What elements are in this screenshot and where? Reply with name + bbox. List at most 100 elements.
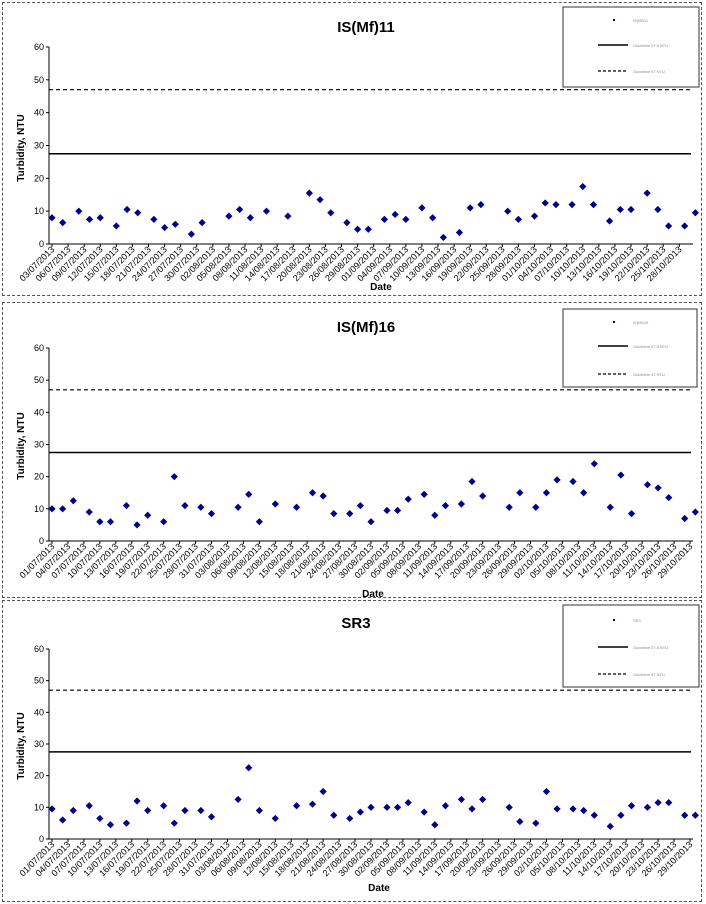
data-point xyxy=(160,518,168,526)
data-point xyxy=(654,205,662,214)
y-tick-label: 0 xyxy=(39,239,44,249)
data-point xyxy=(468,477,476,486)
data-point xyxy=(305,189,313,197)
data-point xyxy=(75,207,83,215)
legend-entry: SR3 xyxy=(633,618,642,623)
x-axis-label: Date xyxy=(362,589,384,599)
y-tick-label: 30 xyxy=(34,141,44,151)
y-tick-label: 20 xyxy=(34,173,44,183)
data-point xyxy=(627,802,636,810)
data-point xyxy=(353,225,362,233)
data-point xyxy=(617,811,625,819)
data-point xyxy=(514,215,523,223)
data-point xyxy=(246,214,254,222)
data-point xyxy=(284,212,292,220)
data-point xyxy=(580,806,588,815)
data-point xyxy=(606,503,614,511)
data-point xyxy=(665,798,673,807)
data-point xyxy=(319,787,327,796)
data-point xyxy=(255,806,263,815)
data-point xyxy=(404,798,412,807)
data-point xyxy=(330,510,338,518)
data-point xyxy=(198,219,206,227)
x-axis-label: Date xyxy=(368,883,390,894)
data-point xyxy=(418,204,426,212)
legend-marker-icon xyxy=(613,321,615,323)
data-point xyxy=(569,805,577,813)
data-point xyxy=(367,518,375,526)
legend: SR3 Guideline 27.5 NTU Guideline 47 NTU xyxy=(562,604,700,688)
data-point xyxy=(197,806,205,815)
data-point xyxy=(617,471,625,479)
data-point xyxy=(96,518,104,526)
data-point xyxy=(516,817,524,826)
data-point xyxy=(356,808,364,816)
data-point xyxy=(404,495,412,503)
data-point xyxy=(580,489,588,497)
data-point xyxy=(171,220,179,228)
data-point xyxy=(292,503,301,511)
data-point xyxy=(589,201,598,209)
data-point xyxy=(123,205,131,214)
data-point xyxy=(466,204,474,212)
chart-panel-2: IS(Mf)16 Turbidity, NTU Date IS(Mf)16 Gu… xyxy=(2,302,702,599)
data-point xyxy=(69,497,77,505)
data-point xyxy=(553,476,561,484)
chart-title: IS(Mf)16 xyxy=(337,319,395,336)
data-point xyxy=(327,209,335,217)
legend-entry: IS(Mf)16 xyxy=(633,320,649,325)
data-point xyxy=(431,511,439,519)
data-point xyxy=(579,182,587,191)
data-point xyxy=(420,808,428,816)
data-point xyxy=(665,493,673,502)
data-point xyxy=(530,212,539,220)
y-tick-label: 50 xyxy=(34,375,44,385)
data-point xyxy=(85,802,93,810)
y-tick-label: 40 xyxy=(34,407,44,417)
y-tick-label: 60 xyxy=(34,343,44,353)
data-point xyxy=(532,819,540,827)
data-point xyxy=(187,230,195,238)
data-point xyxy=(255,518,263,526)
data-point xyxy=(69,806,77,815)
data-point xyxy=(346,814,354,823)
data-point xyxy=(441,802,450,810)
y-tick-label: 40 xyxy=(34,108,44,118)
data-point xyxy=(356,502,364,510)
data-point xyxy=(542,787,551,796)
data-point xyxy=(207,510,216,518)
data-point xyxy=(616,205,624,214)
data-point xyxy=(654,484,662,492)
data-point xyxy=(553,805,561,813)
y-tick-label: 20 xyxy=(34,771,44,781)
chart-title: IS(Mf)11 xyxy=(337,19,395,36)
data-point xyxy=(144,511,152,519)
data-point xyxy=(122,819,131,827)
data-point xyxy=(133,521,141,529)
y-tick-label: 0 xyxy=(39,834,44,844)
y-tick-label: 0 xyxy=(39,536,44,546)
y-tick-label: 50 xyxy=(34,676,44,686)
data-point xyxy=(541,199,549,207)
data-point xyxy=(654,798,662,807)
data-point xyxy=(144,806,152,815)
data-point xyxy=(245,764,253,772)
data-point xyxy=(441,502,450,510)
data-point xyxy=(133,797,141,805)
data-point xyxy=(691,508,699,516)
data-point xyxy=(134,209,142,217)
data-point xyxy=(330,811,338,819)
data-point xyxy=(590,460,598,468)
data-point xyxy=(197,503,205,511)
data-point xyxy=(681,222,689,230)
y-tick-label: 10 xyxy=(34,206,44,216)
data-point xyxy=(643,481,652,489)
data-point xyxy=(59,816,67,824)
data-point xyxy=(383,803,391,811)
data-point xyxy=(429,214,437,222)
data-point xyxy=(681,811,689,819)
legend-marker-icon xyxy=(613,619,615,621)
data-point xyxy=(477,201,485,209)
data-point xyxy=(271,814,279,823)
data-point xyxy=(505,803,513,811)
